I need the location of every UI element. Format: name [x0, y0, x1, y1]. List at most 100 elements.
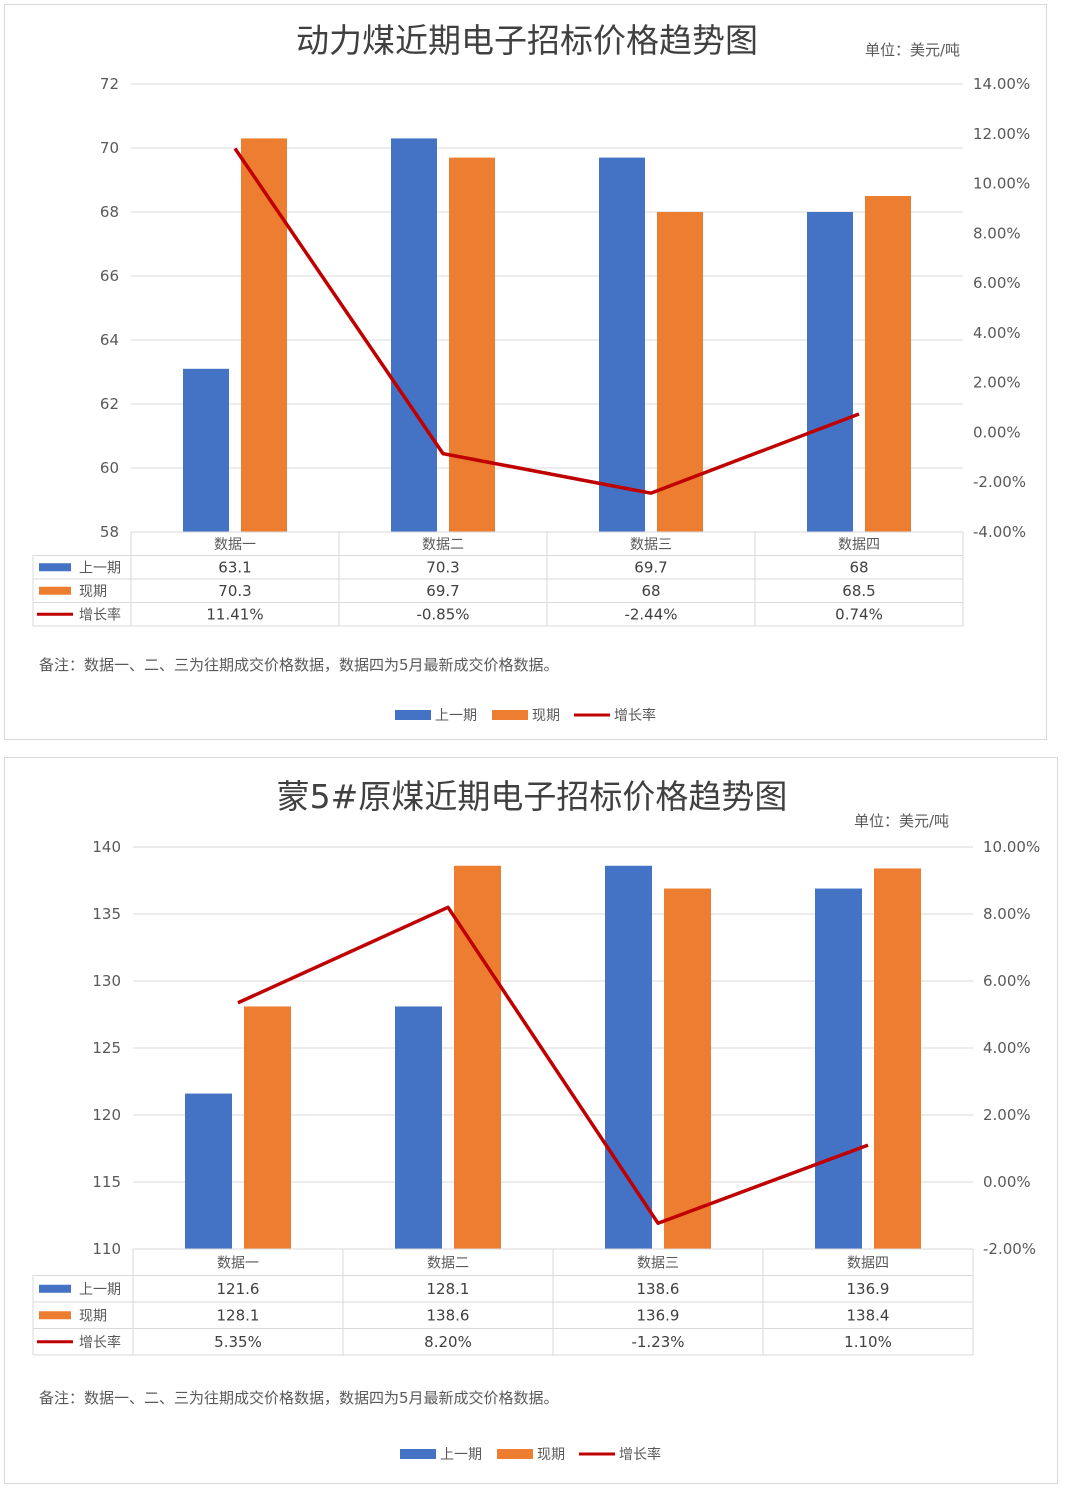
chart-1-unit: 单位：美元/吨: [865, 41, 960, 59]
legend-key-现期: [492, 710, 528, 720]
bar-上一期-数据一: [183, 368, 229, 532]
table-cell: 8.20%: [424, 1333, 472, 1351]
y2-tick-label: 6.00%: [983, 972, 1031, 990]
y2-tick-label: 8.00%: [983, 905, 1031, 923]
category-label: 数据二: [427, 1255, 469, 1271]
bar-上一期-数据一: [185, 1093, 232, 1249]
category-label: 数据三: [630, 537, 672, 553]
table-cell: 68: [641, 582, 660, 600]
y2-tick-label: 0.00%: [973, 423, 1021, 441]
bar-现期-数据一: [241, 138, 287, 532]
bar-上一期-数据二: [395, 1006, 442, 1249]
chart-panel-2: 蒙5#原煤近期电子招标价格趋势图 单位：美元/吨 备注：数据一、二、三为往期成交…: [4, 757, 1058, 1484]
y2-tick-label: 2.00%: [983, 1106, 1031, 1124]
chart-panel-1: 动力煤近期电子招标价格趋势图 单位：美元/吨 备注：数据一、二、三为往期成交价格…: [4, 4, 1047, 740]
table-cell: 138.6: [637, 1280, 680, 1298]
table-cell: 121.6: [217, 1280, 260, 1298]
table-cell: 70.3: [426, 558, 459, 576]
table-cell: -0.85%: [416, 605, 469, 623]
chart-2-note: 备注：数据一、二、三为往期成交价格数据，数据四为5月最新成交价格数据。: [39, 1389, 559, 1407]
table-cell: 69.7: [634, 558, 667, 576]
y2-tick-label: -4.00%: [973, 523, 1026, 541]
table-key-现期: [39, 586, 71, 595]
bar-上一期-数据四: [807, 212, 853, 532]
y-tick-label: 72: [100, 75, 119, 93]
category-label: 数据四: [847, 1255, 889, 1271]
chart-1-svg: 动力煤近期电子招标价格趋势图 单位：美元/吨 备注：数据一、二、三为往期成交价格…: [32, 21, 1030, 724]
y2-tick-label: 12.00%: [973, 125, 1030, 143]
legend-label: 上一期: [435, 708, 477, 724]
legend-label: 增长率: [619, 1446, 661, 1463]
y-tick-label: 58: [100, 523, 119, 541]
y-tick-label: 66: [100, 267, 119, 285]
legend-label: 现期: [537, 1447, 565, 1463]
chart-1-title: 动力煤近期电子招标价格趋势图: [296, 21, 758, 60]
table-series-name: 增长率: [79, 1334, 121, 1351]
line-series-增长率: [233, 147, 860, 495]
table-cell: 68.5: [842, 582, 875, 600]
table-cell: 136.9: [637, 1306, 680, 1324]
y2-tick-label: -2.00%: [973, 473, 1026, 491]
y2-tick-label: 14.00%: [973, 75, 1030, 93]
table-key-上一期: [39, 563, 71, 572]
y2-tick-label: 10.00%: [983, 838, 1040, 856]
table-cell: 11.41%: [206, 605, 263, 623]
y-tick-label: 130: [92, 972, 121, 990]
y-tick-label: 62: [100, 395, 119, 413]
table-cell: 136.9: [847, 1280, 890, 1298]
line-series-增长率: [237, 905, 869, 1225]
table-series-name: 现期: [79, 1308, 107, 1324]
y-tick-label: 120: [92, 1106, 121, 1124]
table-key-上一期: [39, 1284, 71, 1293]
y2-tick-label: 10.00%: [973, 175, 1030, 193]
bar-上一期-数据三: [605, 865, 652, 1249]
table-series-name: 现期: [79, 584, 107, 600]
y-tick-label: 115: [92, 1173, 121, 1191]
table-cell: 63.1: [218, 558, 251, 576]
table-cell: 128.1: [217, 1306, 260, 1324]
bar-上一期-数据二: [391, 138, 437, 532]
table-cell: 0.74%: [835, 605, 883, 623]
table-series-name: 上一期: [79, 560, 121, 576]
table-cell: 138.4: [847, 1306, 890, 1324]
table-series-name: 上一期: [79, 1282, 121, 1298]
bar-现期-数据三: [664, 888, 711, 1249]
bar-上一期-数据三: [599, 157, 645, 532]
y-tick-label: 140: [92, 838, 121, 856]
chart-2-title: 蒙5#原煤近期电子招标价格趋势图: [277, 777, 788, 816]
table-cell: 69.7: [426, 582, 459, 600]
y2-tick-label: 6.00%: [973, 274, 1021, 292]
table-cell: -2.44%: [624, 605, 677, 623]
category-label: 数据二: [422, 537, 464, 553]
table-key-现期: [39, 1311, 71, 1320]
bar-现期-数据三: [657, 212, 703, 532]
y2-tick-label: 4.00%: [973, 324, 1021, 342]
bar-现期-数据四: [874, 868, 921, 1249]
legend-key-上一期: [395, 710, 431, 720]
legend-key-上一期: [400, 1449, 436, 1459]
bar-现期-数据一: [244, 1006, 291, 1249]
category-label: 数据一: [214, 537, 256, 553]
y-tick-label: 68: [100, 203, 119, 221]
table-cell: 5.35%: [214, 1333, 262, 1351]
table-cell: -1.23%: [631, 1333, 684, 1351]
y2-tick-label: 4.00%: [983, 1039, 1031, 1057]
y-tick-label: 110: [92, 1240, 121, 1258]
category-label: 数据四: [838, 537, 880, 553]
y-tick-label: 60: [100, 459, 119, 477]
table-cell: 68: [849, 558, 868, 576]
bar-现期-数据四: [865, 196, 911, 532]
bar-现期-数据二: [449, 157, 495, 532]
chart-2-svg: 蒙5#原煤近期电子招标价格趋势图 单位：美元/吨 备注：数据一、二、三为往期成交…: [32, 777, 1040, 1463]
y-tick-label: 135: [92, 905, 121, 923]
category-label: 数据一: [217, 1255, 259, 1271]
chart-1-note: 备注：数据一、二、三为往期成交价格数据，数据四为5月最新成交价格数据。: [39, 656, 559, 674]
y-tick-label: 125: [92, 1039, 121, 1057]
legend-label: 现期: [532, 708, 560, 724]
bar-现期-数据二: [454, 865, 501, 1249]
y-tick-label: 64: [100, 331, 119, 349]
chart-2-unit: 单位：美元/吨: [854, 812, 949, 830]
table-cell: 138.6: [427, 1306, 470, 1324]
legend-key-现期: [497, 1449, 533, 1459]
y2-tick-label: 0.00%: [983, 1173, 1031, 1191]
